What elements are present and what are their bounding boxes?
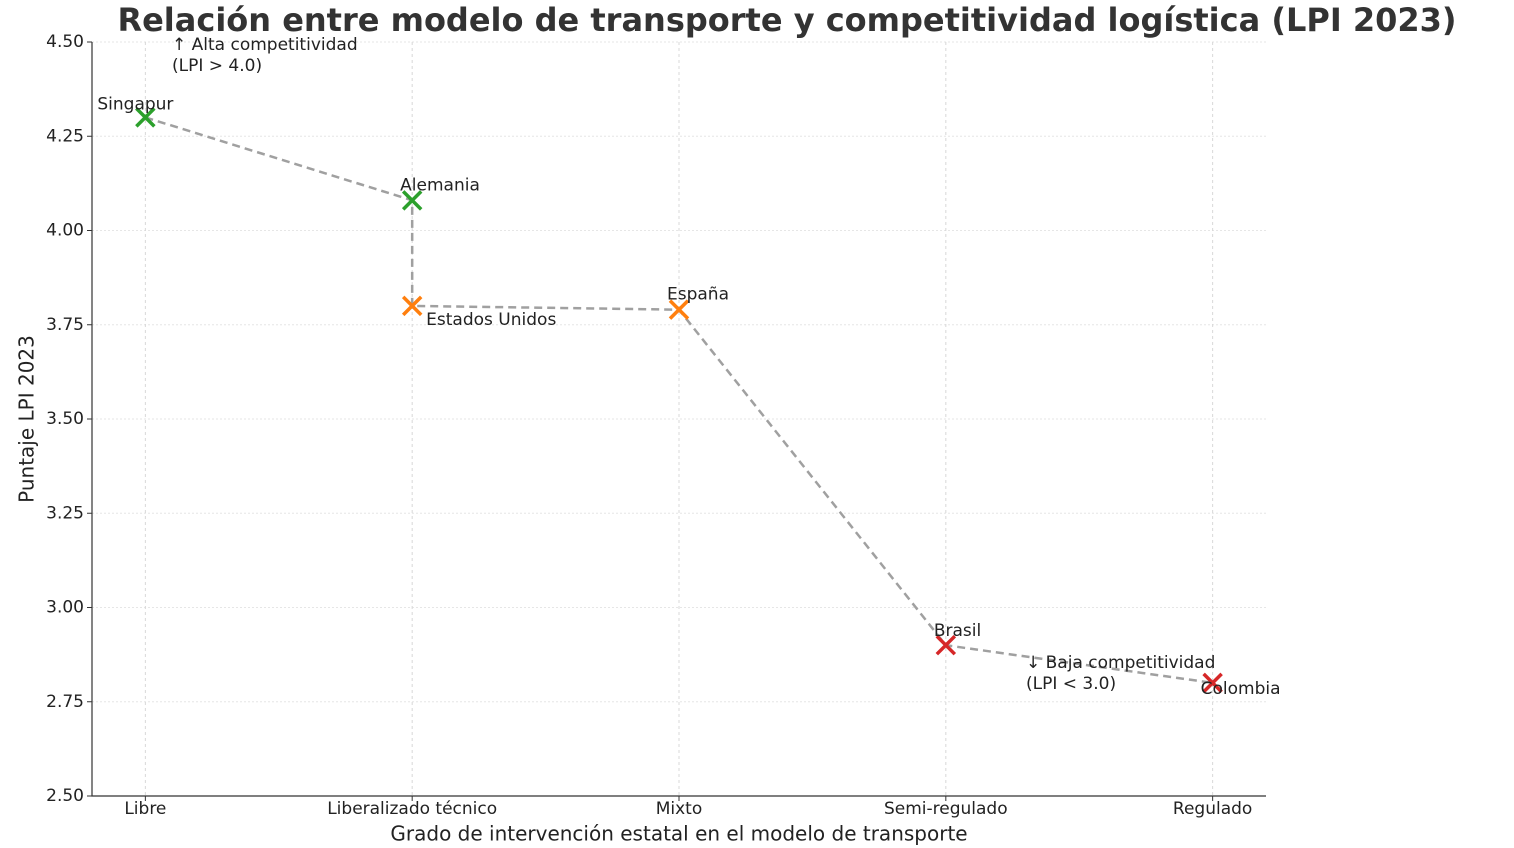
point bbox=[1202, 672, 1223, 694]
axes bbox=[91, 42, 1266, 797]
x-tick-label: Regulado bbox=[1173, 799, 1252, 819]
y-tick-label: 2.75 bbox=[46, 692, 84, 712]
point-label: España bbox=[667, 285, 729, 305]
y-tick-label: 3.75 bbox=[46, 315, 84, 335]
x-axis-label: Grado de intervención estatal en el mode… bbox=[390, 822, 967, 846]
point bbox=[401, 295, 423, 317]
point-label: Alemania bbox=[400, 175, 480, 195]
point-label: Brasil bbox=[934, 621, 981, 641]
x-tick-label: Liberalizado técnico bbox=[327, 799, 497, 819]
y-tick-label: 4.00 bbox=[46, 221, 84, 241]
point bbox=[135, 107, 156, 128]
y-tick-label: 4.25 bbox=[46, 126, 84, 146]
point-label: Colombia bbox=[1201, 679, 1281, 699]
y-tick-label: 3.25 bbox=[46, 503, 84, 523]
annotation: ↓ Baja competitividad bbox=[1026, 653, 1215, 673]
point bbox=[401, 190, 423, 211]
x-tick-label: Semi-regulado bbox=[884, 799, 1008, 819]
y-axis-label: Puntaje LPI 2023 bbox=[15, 335, 39, 503]
y-tick-label: 3.50 bbox=[46, 409, 84, 429]
annotation: (LPI > 4.0) bbox=[172, 56, 262, 76]
y-tick-label: 2.50 bbox=[46, 786, 84, 806]
y-tick-label: 3.00 bbox=[46, 598, 84, 618]
point-label: Estados Unidos bbox=[426, 310, 556, 330]
trend-line bbox=[144, 116, 1213, 685]
chart-title: Relación entre modelo de transporte y co… bbox=[117, 1, 1456, 39]
point bbox=[668, 299, 690, 320]
annotation: ↑ Alta competitividad bbox=[172, 35, 358, 55]
point-label: Singapur bbox=[97, 94, 173, 114]
annotation: (LPI < 3.0) bbox=[1026, 674, 1116, 694]
x-tick-label: Mixto bbox=[656, 799, 703, 819]
point bbox=[935, 634, 957, 656]
y-tick-label: 4.50 bbox=[46, 32, 84, 52]
x-tick-label: Libre bbox=[124, 799, 166, 819]
